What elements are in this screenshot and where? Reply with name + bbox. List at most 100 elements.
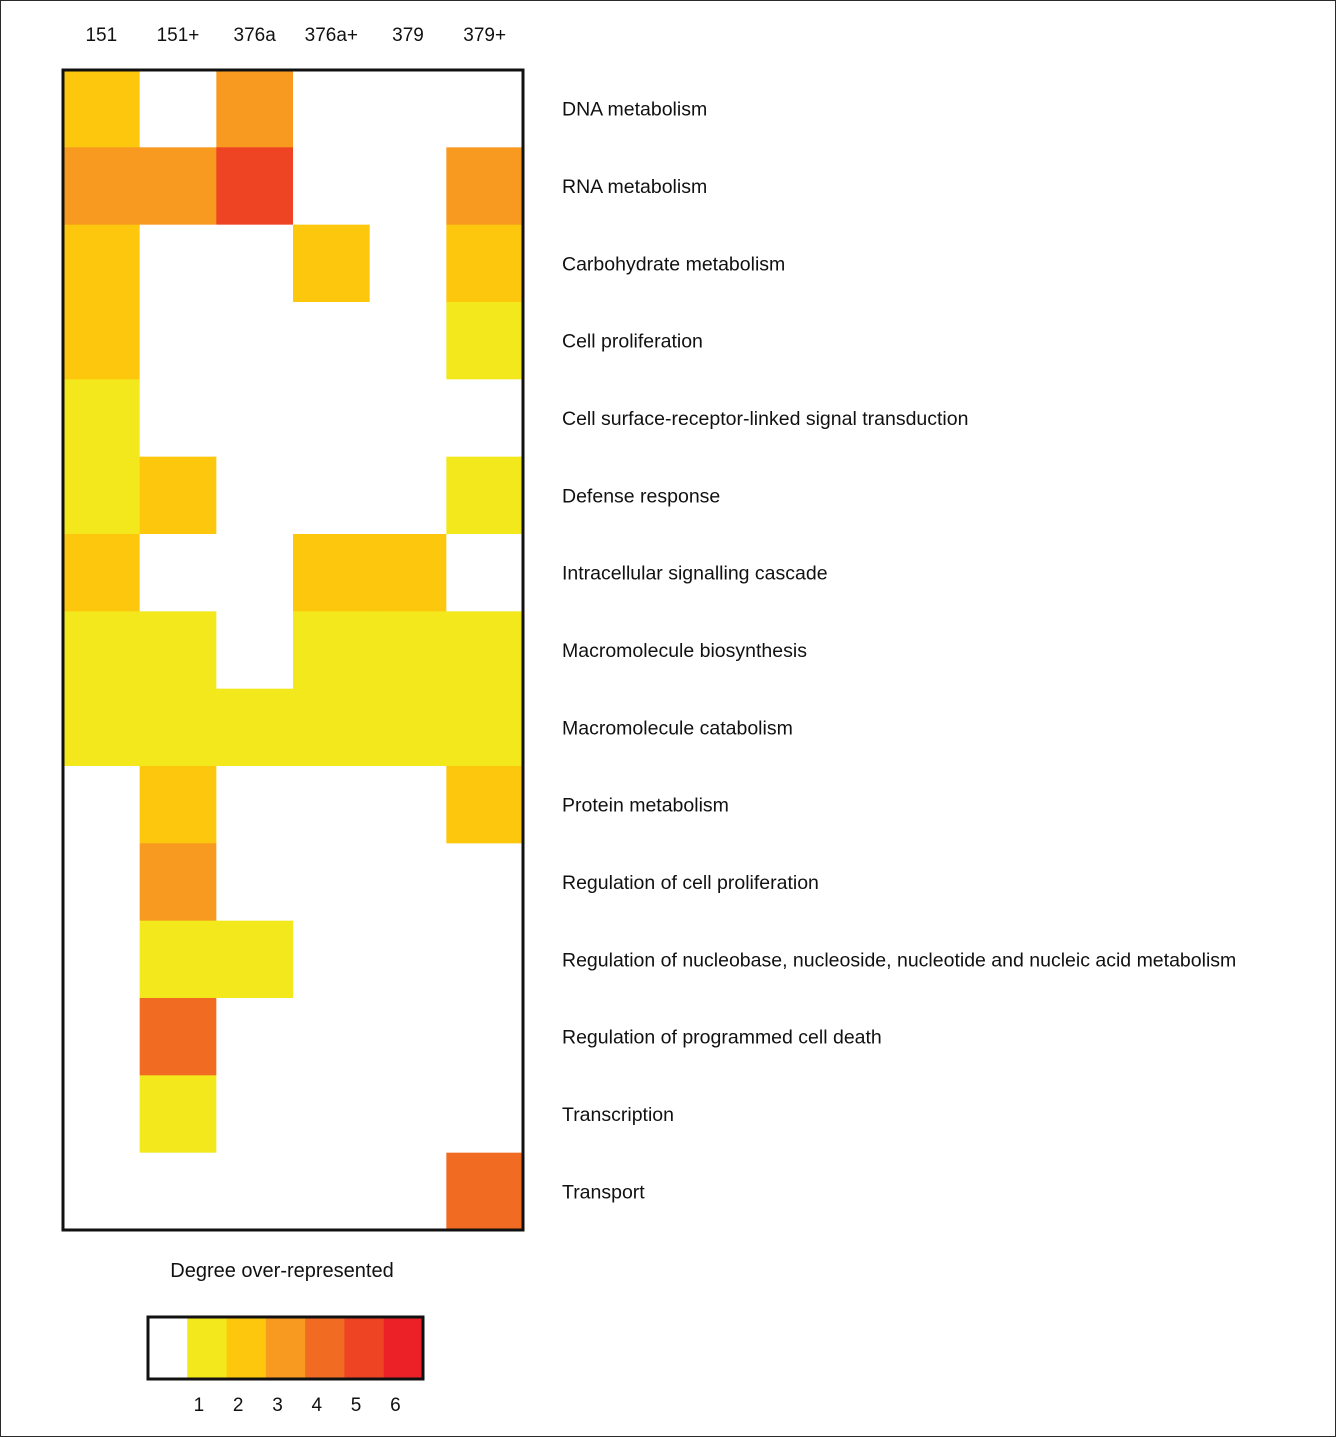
heatmap-cell: [139, 1075, 217, 1154]
heatmap-cell: [139, 224, 217, 303]
heatmap-cell: [293, 1075, 371, 1154]
heatmap-cell: [216, 843, 294, 922]
heatmap-cell: [293, 534, 371, 612]
legend-tick-label: 4: [311, 1395, 322, 1416]
heatmap-cell: [293, 766, 371, 844]
heatmap-cell: [139, 688, 217, 767]
heatmap-cell: [139, 379, 217, 458]
heatmap-cell: [63, 147, 141, 226]
heatmap-cell: [446, 688, 524, 767]
heatmap-cell: [139, 302, 217, 380]
legend-swatch: [148, 1317, 188, 1379]
heatmap-cell: [63, 1152, 141, 1231]
row-label: DNA metabolism: [562, 99, 707, 121]
row-label: Regulation of nucleobase, nucleoside, nu…: [562, 949, 1236, 971]
heatmap-cell: [293, 998, 371, 1076]
row-label: Macromolecule biosynthesis: [562, 640, 807, 662]
heatmap-cell: [63, 456, 141, 535]
heatmap-cell: [139, 843, 217, 922]
heatmap-cell: [446, 302, 524, 380]
heatmap-cell: [63, 766, 141, 844]
legend-swatch: [265, 1317, 306, 1379]
heatmap-cell: [216, 456, 294, 535]
row-label: Transcription: [562, 1104, 674, 1126]
heatmap-cell: [293, 1152, 371, 1231]
legend-tick-label: 6: [390, 1395, 401, 1416]
heatmap-cell: [369, 70, 447, 148]
row-label: Regulation of programmed cell death: [562, 1027, 882, 1049]
column-label: 151+: [157, 25, 200, 46]
heatmap-cell: [139, 534, 217, 612]
heatmap-cell: [446, 1152, 524, 1231]
heatmap-cell: [446, 766, 524, 844]
legend-border: [146, 1315, 425, 1381]
legend-title: Degree over-represented: [170, 1260, 393, 1282]
heatmap-cell: [216, 379, 294, 458]
heatmap-cell: [139, 998, 217, 1076]
heatmap-cell: [63, 379, 141, 458]
row-label: Regulation of cell proliferation: [562, 872, 819, 894]
heatmap-cell: [216, 1075, 294, 1154]
heatmap-border: [61, 68, 525, 1232]
row-label: Carbohydrate metabolism: [562, 253, 785, 275]
legend-ticks: 1 2 3 4 5 6: [194, 1395, 401, 1416]
column-label: 379+: [463, 25, 506, 46]
heatmap-cell: [446, 534, 524, 612]
heatmap-cell: [446, 70, 524, 148]
legend-tick-label: 5: [351, 1395, 362, 1416]
heatmap-cell: [293, 843, 371, 922]
heatmap-cell: [216, 302, 294, 380]
heatmap-cell: [446, 224, 524, 303]
heatmap-cell: [293, 379, 371, 458]
heatmap-cell: [63, 998, 141, 1076]
heatmap-cell: [369, 611, 447, 690]
heatmap-cell: [216, 998, 294, 1076]
heatmap-cells: [63, 70, 524, 1231]
heatmap-cell: [446, 147, 524, 226]
heatmap-cell: [216, 534, 294, 612]
column-label: 376a+: [305, 25, 358, 46]
heatmap-cell: [446, 920, 524, 999]
heatmap-cell: [139, 611, 217, 690]
heatmap-cell: [139, 920, 217, 999]
legend-swatch: [305, 1317, 345, 1379]
row-label: Protein metabolism: [562, 795, 729, 817]
heatmap-cell: [369, 224, 447, 303]
heatmap-cell: [216, 920, 294, 999]
legend-tick-label: 2: [233, 1395, 244, 1416]
heatmap-cell: [369, 534, 447, 612]
heatmap-cell: [293, 302, 371, 380]
heatmap-cell: [293, 147, 371, 226]
row-label: Defense response: [562, 485, 720, 507]
heatmap-cell: [369, 843, 447, 922]
heatmap-cell: [63, 1075, 141, 1154]
heatmap-cell: [369, 456, 447, 535]
legend-swatch: [344, 1317, 385, 1379]
heatmap-cell: [293, 456, 371, 535]
heatmap-cell: [139, 766, 217, 844]
heatmap-cell: [216, 611, 294, 690]
heatmap-cell: [216, 70, 294, 148]
heatmap-cell: [446, 998, 524, 1076]
legend-tick-label: 3: [272, 1395, 283, 1416]
heatmap-cell: [293, 70, 371, 148]
heatmap-cell: [139, 1152, 217, 1231]
column-label: 376a: [234, 25, 277, 46]
heatmap-cell: [63, 70, 141, 148]
row-label: Cell proliferation: [562, 331, 703, 353]
legend-tick-label: 1: [194, 1395, 205, 1416]
heatmap-cell: [369, 998, 447, 1076]
heatmap-cell: [446, 1075, 524, 1154]
heatmap-cell: [139, 456, 217, 535]
legend-swatch: [383, 1317, 424, 1379]
heatmap-cell: [446, 843, 524, 922]
heatmap-cell: [63, 611, 141, 690]
heatmap-cell: [216, 147, 294, 226]
heatmap-cell: [369, 1075, 447, 1154]
row-labels: DNA metabolism RNA metabolism Carbohydrate…: [562, 99, 1236, 1204]
heatmap-cell: [446, 456, 524, 535]
column-labels: 151 151+ 376a 376a+ 379 379+: [85, 25, 506, 46]
heatmap-cell: [63, 302, 141, 380]
row-label: Transport: [562, 1181, 645, 1203]
